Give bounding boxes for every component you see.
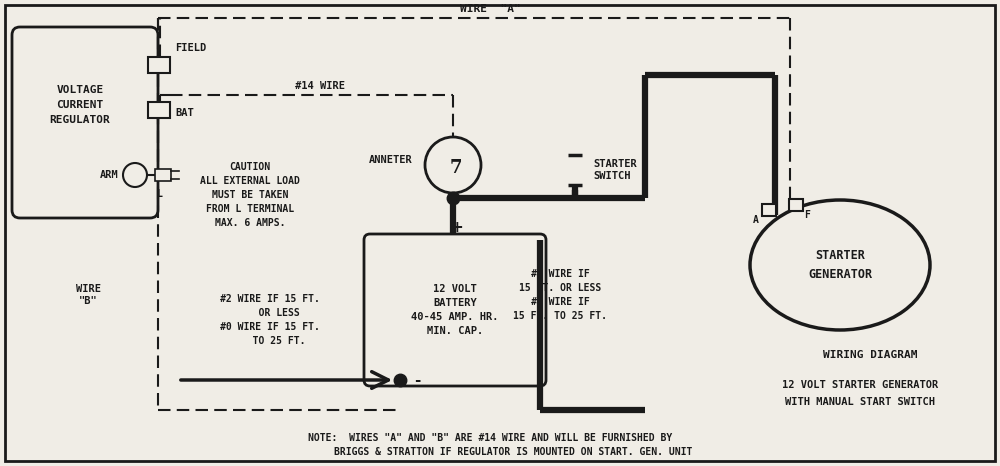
Text: +: + xyxy=(451,220,463,235)
Bar xyxy=(148,102,170,118)
Text: WITH MANUAL START SWITCH: WITH MANUAL START SWITCH xyxy=(785,397,935,407)
Bar xyxy=(148,57,170,73)
Circle shape xyxy=(425,137,481,193)
FancyBboxPatch shape xyxy=(12,27,158,218)
Text: 7: 7 xyxy=(450,159,462,177)
FancyBboxPatch shape xyxy=(364,234,546,386)
Text: F: F xyxy=(804,210,810,220)
Text: WIRE  "A": WIRE "A" xyxy=(460,4,520,14)
Bar xyxy=(789,199,803,211)
Text: VOLTAGE
CURRENT
REGULATOR: VOLTAGE CURRENT REGULATOR xyxy=(50,85,110,125)
Text: FIELD: FIELD xyxy=(175,43,206,53)
Text: ANNETER: ANNETER xyxy=(369,155,413,165)
Text: #2 WIRE IF
15 FT. OR LESS
#0 WIRE IF
15 FT. TO 25 FT.: #2 WIRE IF 15 FT. OR LESS #0 WIRE IF 15 … xyxy=(513,269,607,321)
Bar xyxy=(155,169,171,181)
Circle shape xyxy=(123,163,147,187)
Text: WIRE
"B": WIRE "B" xyxy=(76,284,100,306)
Text: #2 WIRE IF 15 FT.
   OR LESS
#0 WIRE IF 15 FT.
   TO 25 FT.: #2 WIRE IF 15 FT. OR LESS #0 WIRE IF 15 … xyxy=(220,294,320,346)
Text: STARTER
SWITCH: STARTER SWITCH xyxy=(593,159,637,181)
Text: #14 WIRE: #14 WIRE xyxy=(295,81,345,91)
Bar xyxy=(762,204,776,216)
Text: WIRING DIAGRAM: WIRING DIAGRAM xyxy=(823,350,917,360)
Text: CAUTION
ALL EXTERNAL LOAD
MUST BE TAKEN
FROM L TERMINAL
MAX. 6 AMPS.: CAUTION ALL EXTERNAL LOAD MUST BE TAKEN … xyxy=(200,162,300,228)
Text: -: - xyxy=(414,372,420,388)
Text: L: L xyxy=(157,189,163,199)
Text: STARTER
GENERATOR: STARTER GENERATOR xyxy=(808,249,872,281)
Text: BAT: BAT xyxy=(175,108,194,118)
Text: 12 VOLT STARTER GENERATOR: 12 VOLT STARTER GENERATOR xyxy=(782,380,938,390)
Ellipse shape xyxy=(750,200,930,330)
Text: ARM: ARM xyxy=(100,170,119,180)
Text: A: A xyxy=(753,215,759,225)
Text: NOTE:  WIRES "A" AND "B" ARE #14 WIRE AND WILL BE FURNISHED BY
        BRIGGS & : NOTE: WIRES "A" AND "B" ARE #14 WIRE AND… xyxy=(287,433,693,457)
Text: 12 VOLT
BATTERY
40-45 AMP. HR.
MIN. CAP.: 12 VOLT BATTERY 40-45 AMP. HR. MIN. CAP. xyxy=(411,284,499,336)
